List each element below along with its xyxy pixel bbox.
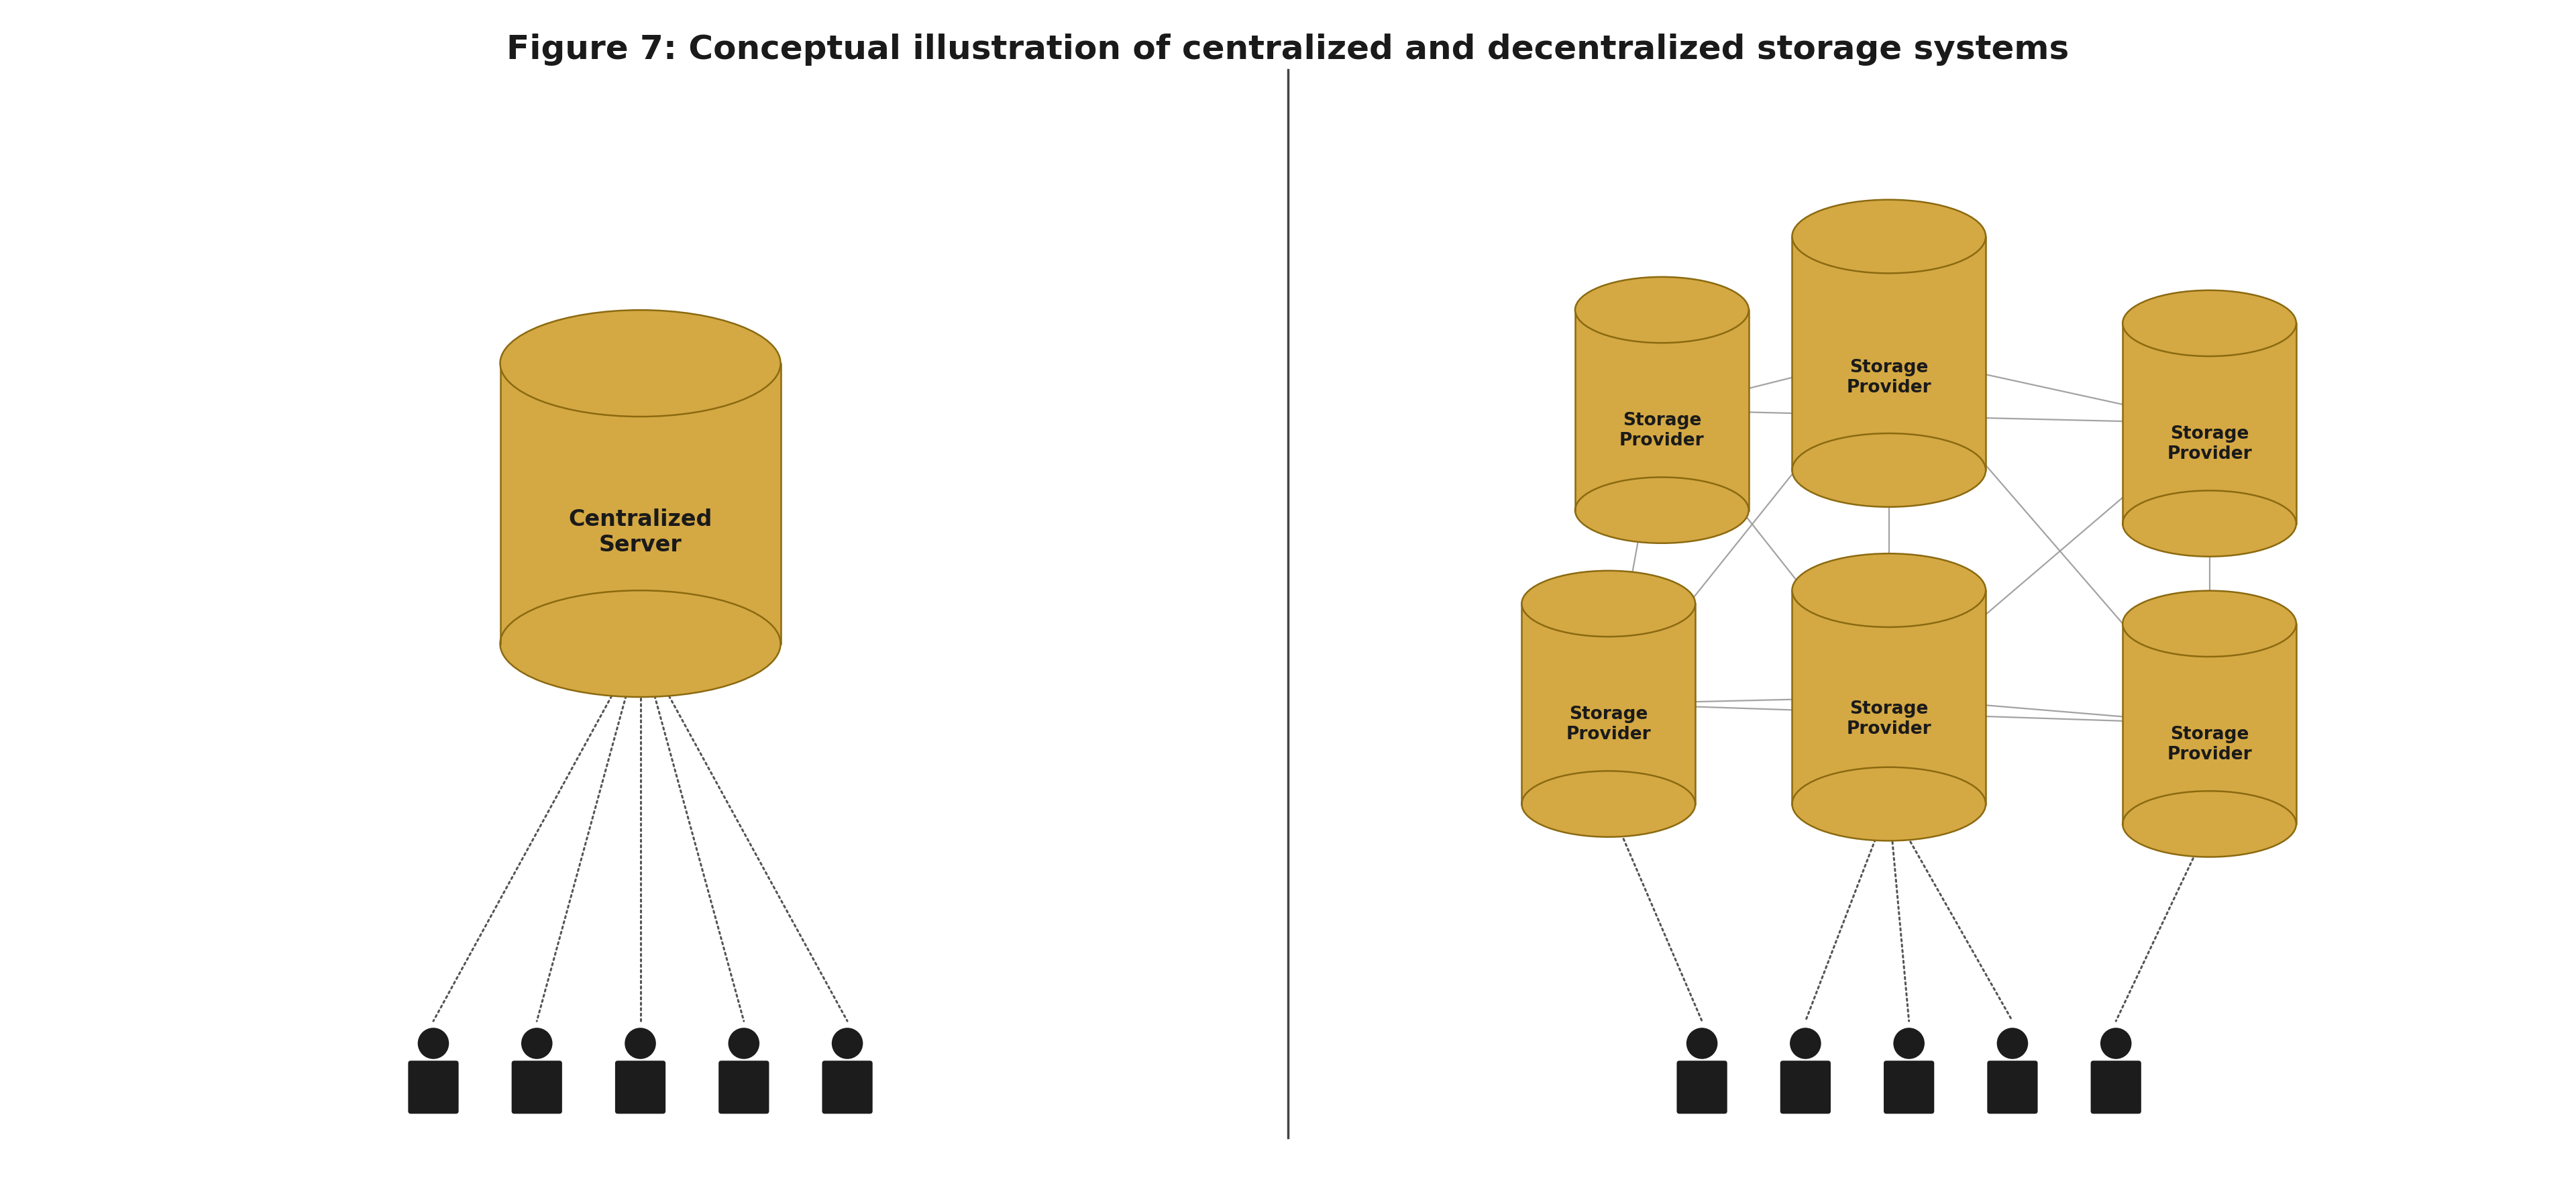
Ellipse shape (500, 591, 781, 697)
FancyBboxPatch shape (616, 1060, 665, 1114)
FancyBboxPatch shape (1986, 1060, 2038, 1114)
Polygon shape (2123, 624, 2295, 824)
FancyBboxPatch shape (513, 1060, 562, 1114)
Ellipse shape (2123, 591, 2295, 657)
Ellipse shape (1793, 201, 1986, 273)
Polygon shape (500, 364, 781, 644)
FancyBboxPatch shape (2092, 1060, 2141, 1114)
FancyBboxPatch shape (1780, 1060, 1832, 1114)
Text: Storage
Provider: Storage Provider (2166, 726, 2251, 763)
FancyBboxPatch shape (407, 1060, 459, 1114)
Ellipse shape (2123, 291, 2295, 357)
Circle shape (417, 1028, 448, 1059)
Ellipse shape (2123, 491, 2295, 556)
Ellipse shape (2123, 792, 2295, 857)
Ellipse shape (1574, 277, 1749, 344)
Text: Storage
Provider: Storage Provider (1566, 706, 1651, 743)
Polygon shape (1793, 236, 1986, 470)
FancyBboxPatch shape (822, 1060, 873, 1114)
Circle shape (520, 1028, 551, 1059)
Polygon shape (1574, 310, 1749, 511)
Ellipse shape (1793, 433, 1986, 507)
Circle shape (2099, 1028, 2130, 1059)
Text: Figure 7: Conceptual illustration of centralized and decentralized storage syste: Figure 7: Conceptual illustration of cen… (507, 33, 2069, 66)
Ellipse shape (1522, 771, 1695, 837)
Ellipse shape (1793, 554, 1986, 627)
Text: Storage
Provider: Storage Provider (1847, 358, 1932, 396)
Polygon shape (1522, 604, 1695, 805)
Text: Storage
Provider: Storage Provider (1620, 412, 1705, 449)
FancyBboxPatch shape (719, 1060, 770, 1114)
Text: Storage
Provider: Storage Provider (1847, 700, 1932, 738)
Circle shape (1893, 1028, 1924, 1059)
Polygon shape (2123, 324, 2295, 524)
Circle shape (832, 1028, 863, 1059)
FancyBboxPatch shape (1883, 1060, 1935, 1114)
Ellipse shape (1574, 478, 1749, 543)
Circle shape (1687, 1028, 1718, 1059)
Ellipse shape (1793, 768, 1986, 841)
Circle shape (626, 1028, 657, 1059)
Circle shape (729, 1028, 760, 1059)
Ellipse shape (500, 310, 781, 417)
Text: Centralized
Server: Centralized Server (569, 509, 711, 556)
Circle shape (1996, 1028, 2027, 1059)
Circle shape (1790, 1028, 1821, 1059)
Polygon shape (1793, 591, 1986, 805)
Text: Storage
Provider: Storage Provider (2166, 425, 2251, 462)
Ellipse shape (1522, 571, 1695, 636)
FancyBboxPatch shape (1677, 1060, 1728, 1114)
